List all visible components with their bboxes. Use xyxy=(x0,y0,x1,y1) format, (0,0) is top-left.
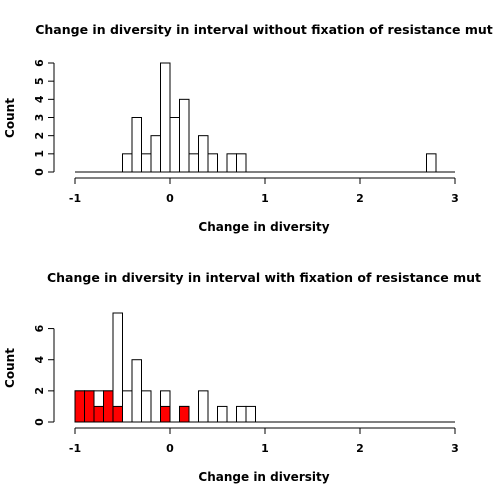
histogram-bar xyxy=(150,135,161,173)
histogram-bar xyxy=(188,153,199,173)
histogram-bar xyxy=(236,153,247,173)
x-tick-label: -1 xyxy=(69,192,81,205)
histogram-bar xyxy=(112,312,123,423)
histogram-bar xyxy=(426,153,437,173)
x-tick-label: 3 xyxy=(451,442,459,455)
histogram-bar-highlight xyxy=(160,405,171,423)
y-tick-label: 5 xyxy=(33,77,46,85)
y-tick-label: 2 xyxy=(33,132,46,140)
panel-bottom: Change in diversity in interval with fix… xyxy=(3,270,481,484)
y-tick-label: 3 xyxy=(33,114,46,122)
bars-top xyxy=(75,62,455,173)
histogram-bar xyxy=(198,390,209,423)
histogram-bar xyxy=(179,98,190,173)
histogram-bar xyxy=(131,117,142,173)
chart-title-bottom: Change in diversity in interval with fix… xyxy=(47,270,481,285)
histogram-bar-highlight xyxy=(112,405,123,423)
x-tick-label: -1 xyxy=(69,442,81,455)
histogram-bar-highlight xyxy=(93,405,104,423)
x-axis-label-top: Change in diversity xyxy=(198,220,329,234)
x-tick-label: 3 xyxy=(451,192,459,205)
y-tick-label: 4 xyxy=(33,95,46,103)
histogram-bar xyxy=(236,405,247,423)
histogram-bar xyxy=(207,153,218,173)
histogram-bar-highlight xyxy=(179,405,190,423)
y-tick-label: 4 xyxy=(33,356,46,364)
histogram-bar xyxy=(131,359,142,423)
y-tick-label: 0 xyxy=(33,418,46,426)
histogram-bar xyxy=(217,405,228,423)
axes-bottom: -1 0 1 2 3 0 2 4 6 xyxy=(33,324,459,455)
histogram-bar xyxy=(169,117,180,173)
histogram-bar xyxy=(122,390,133,423)
bars-bottom xyxy=(74,312,455,423)
histogram-bar xyxy=(122,153,133,173)
x-tick-label: 2 xyxy=(356,192,364,205)
y-tick-label: 6 xyxy=(33,324,46,332)
y-axis-label-bottom: Count xyxy=(3,348,17,388)
x-tick-label: 0 xyxy=(166,192,174,205)
histogram-bar xyxy=(226,153,237,173)
panel-top: Change in diversity in interval without … xyxy=(3,22,493,234)
histogram-bar-highlight xyxy=(74,390,85,423)
x-axis-label-bottom: Change in diversity xyxy=(198,470,329,484)
histogram-bar xyxy=(245,405,256,423)
y-tick-label: 1 xyxy=(33,150,46,158)
histogram-bar xyxy=(141,390,152,423)
histogram-bar xyxy=(198,135,209,173)
y-tick-label: 2 xyxy=(33,387,46,395)
x-tick-label: 1 xyxy=(261,442,269,455)
chart-title-top: Change in diversity in interval without … xyxy=(35,22,493,37)
histogram-bar xyxy=(141,153,152,173)
y-tick-label: 6 xyxy=(33,59,46,67)
histogram-bar-highlight xyxy=(103,390,114,423)
x-tick-label: 0 xyxy=(166,442,174,455)
histogram-bar-highlight xyxy=(84,390,95,423)
x-tick-label: 1 xyxy=(261,192,269,205)
histogram-bar xyxy=(160,62,171,173)
y-axis-label-top: Count xyxy=(3,98,17,138)
y-tick-label: 0 xyxy=(33,168,46,176)
x-tick-label: 2 xyxy=(356,442,364,455)
axes-top: -1 0 1 2 3 0 1 2 3 4 5 6 xyxy=(33,59,459,205)
